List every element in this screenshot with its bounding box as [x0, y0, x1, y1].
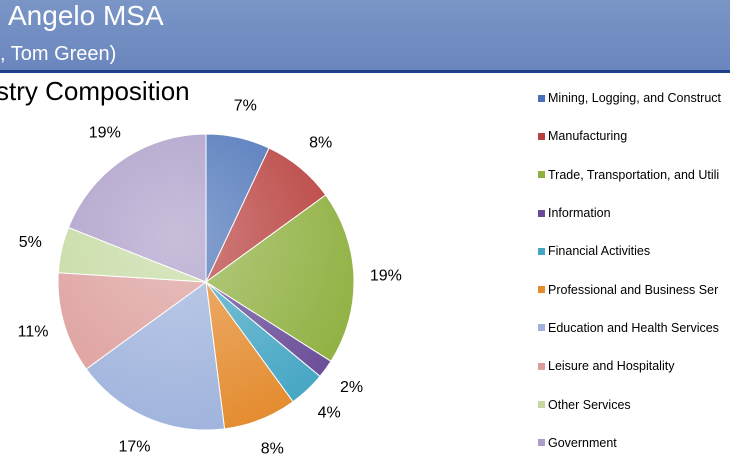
legend-item-5: Professional and Business Ser — [538, 270, 730, 308]
legend-item-1: Manufacturing — [538, 117, 730, 155]
pie-label-3: 2% — [340, 379, 363, 396]
legend-item-7: Leisure and Hospitality — [538, 347, 730, 385]
legend-item-6: Education and Health Services — [538, 309, 730, 347]
legend-label: Trade, Transportation, and Utili — [548, 167, 720, 182]
pie-label-4: 4% — [318, 404, 341, 421]
legend-label: Information — [548, 206, 611, 221]
legend-swatch — [538, 132, 545, 140]
chart-title: stry Composition — [0, 76, 190, 106]
legend-label: Leisure and Hospitality — [548, 359, 675, 374]
legend-item-2: Trade, Transportation, and Utili — [538, 156, 730, 194]
legend-item-0: Mining, Logging, and Construct — [538, 79, 730, 117]
legend-label: Education and Health Services — [548, 320, 719, 335]
legend-swatch — [538, 94, 545, 102]
legend-label: Government — [548, 435, 617, 450]
legend-swatch — [538, 324, 545, 332]
legend-swatch — [538, 209, 545, 217]
legend-label: Other Services — [548, 397, 631, 412]
pie-label-7: 11% — [18, 323, 49, 340]
legend-label: Manufacturing — [548, 129, 628, 144]
legend-swatch — [538, 401, 545, 409]
pie-label-9: 19% — [89, 124, 121, 141]
chart-legend: Mining, Logging, and Construct Manufactur… — [538, 79, 730, 462]
legend-item-4: Financial Activities — [538, 232, 730, 270]
legend-swatch — [538, 439, 545, 447]
legend-swatch — [538, 171, 545, 179]
slide-subtitle: , Tom Green) — [0, 43, 117, 65]
pie-label-8: 5% — [19, 234, 42, 251]
pie-label-6: 17% — [118, 438, 150, 455]
legend-item-3: Information — [538, 194, 730, 232]
legend-item-8: Other Services — [538, 385, 730, 423]
legend-label: Mining, Logging, and Construct — [548, 91, 722, 106]
legend-swatch — [538, 286, 545, 294]
slide-title: Angelo MSA — [8, 0, 164, 31]
legend-label: Professional and Business Ser — [548, 282, 719, 297]
legend-swatch — [538, 247, 545, 255]
pie-label-5: 8% — [261, 441, 284, 456]
legend-label: Financial Activities — [548, 244, 651, 259]
legend-item-9: Government — [538, 424, 730, 462]
pie-label-1: 8% — [309, 135, 332, 152]
legend-swatch — [538, 362, 545, 370]
pie-label-0: 7% — [234, 98, 257, 115]
pie-label-2: 19% — [370, 268, 402, 285]
title-banner: Angelo MSA , Tom Green) — [0, 0, 730, 73]
